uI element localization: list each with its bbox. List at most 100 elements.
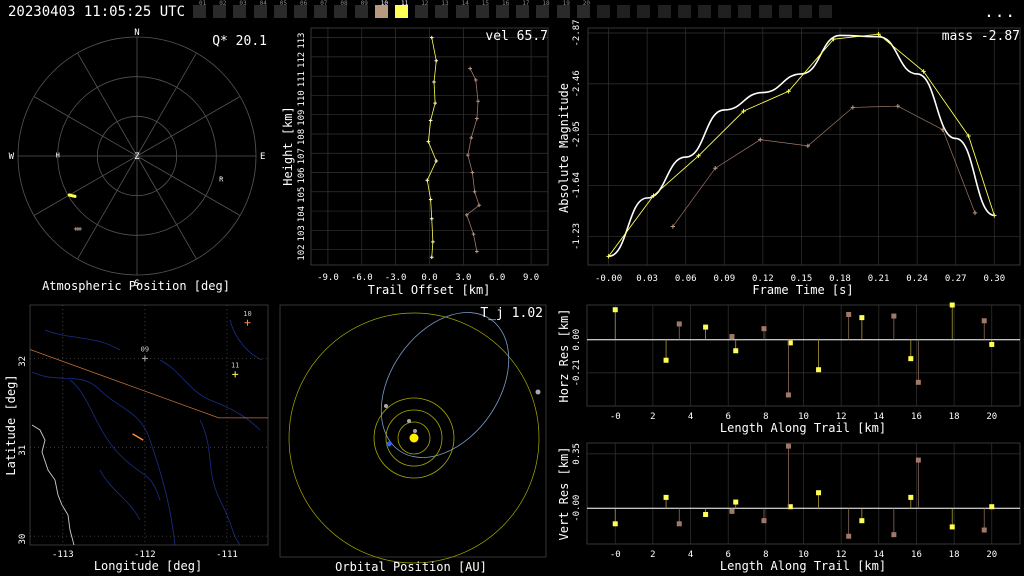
magnitude-point [651,193,656,198]
camera-06[interactable]: 06 [294,0,307,18]
y-tick-label: 112 [297,52,307,68]
camera-10[interactable]: 10 [374,0,388,18]
camera-empty[interactable] [597,5,610,18]
camera-04[interactable]: 04 [253,0,267,18]
y-tick-label: -2.05 [572,121,582,148]
magnitude-point [805,143,811,149]
x-tick-label: 18 [949,412,960,422]
residual-point [891,532,897,538]
x-tick-label: -111 [216,550,238,560]
planet [407,419,411,423]
camera-13[interactable]: 13 [435,0,449,18]
camera-09[interactable]: 09 [354,0,368,18]
trail-point [425,178,430,183]
river [99,469,141,521]
trail-point [434,159,439,163]
magnitude-point [992,213,997,218]
camera-empty[interactable] [657,5,671,18]
map-frame [29,304,269,546]
tisserand-value: T_j 1.02 [480,306,543,321]
camera-02[interactable]: 02 [213,0,226,18]
residual-point [663,494,669,500]
station-marker: H [56,152,60,160]
camera-empty[interactable] [617,5,631,18]
direction-zenith: Z [134,152,140,162]
camera-empty[interactable] [677,5,691,18]
camera-08[interactable]: 08 [334,0,348,18]
camera-empty[interactable] [819,5,833,18]
camera-empty[interactable] [637,5,651,18]
camera-empty[interactable] [758,5,772,18]
station-label: 10 [243,310,251,318]
x-tick-label: 14 [873,412,884,422]
vertical-residuals-chart: -0 2 4 6 8 10 12 14 16 18 20 -0.00 0.35 Length Along … [557,442,1021,573]
camera-id-label: 11 [401,0,409,7]
more-menu-button[interactable]: ... [984,2,1016,21]
camera-12[interactable]: 12 [415,0,428,18]
camera-empty[interactable] [698,5,711,18]
y-tick-label: 113 [297,33,307,49]
y-tick-label: 107 [297,148,307,164]
camera-19[interactable]: 19 [556,0,570,18]
camera-id-label: 01 [199,0,207,7]
camera-14[interactable]: 14 [455,0,469,18]
camera-id-label: 07 [320,0,328,7]
x-tick-label: 2 [650,550,655,560]
magnitude-line [672,105,976,227]
x-tick-label: 0.03 [636,274,658,284]
camera-16[interactable]: 16 [496,0,509,18]
planet [535,389,541,395]
residual-point [729,334,735,340]
trail-line [426,37,437,258]
magnitude-point [606,254,611,259]
camera-17[interactable]: 17 [516,0,529,18]
trail-point [434,58,439,63]
x-tick-label: 0.18 [829,274,851,284]
y-tick-label: -2.46 [572,70,582,97]
camera-07[interactable]: 07 [314,0,327,18]
camera-id-label: 06 [300,0,308,7]
residual-point [787,504,793,510]
y-tick-label: 0.35 [572,443,582,465]
residual-point [859,315,865,321]
camera-empty[interactable] [799,5,812,18]
magnitude-point [876,32,881,37]
residual-point [703,324,709,330]
river [31,371,176,546]
camera-03[interactable]: 03 [233,0,247,18]
camera-11[interactable]: 11 [395,0,408,18]
magnitude-point [966,133,971,139]
orbital-position-label: Orbital Position [AU] [335,560,487,574]
polar-spoke [77,155,138,260]
ground-track-map: -113 -112 -111 30 31 32 09 10 11 Longitude [deg] L… [4,304,269,573]
camera-18[interactable]: 18 [536,0,550,18]
trail-offset-label: Trail Offset [km] [368,283,491,297]
station-marker [232,371,239,378]
residual-point [989,504,995,510]
trail-offset-chart: -9.0 -6.0 -3.0 0.0 3.0 6.0 9.0 102 103 104 105 106 1… [281,27,549,297]
timestamp: 20230403 11:05:25 UTC [8,4,186,20]
residual-point [859,518,865,524]
x-tick-label: 4 [688,550,693,560]
longitude-label: Longitude [deg] [94,559,202,573]
camera-id-label: 17 [522,0,530,7]
magnitude-point [895,103,901,109]
trail-line [466,68,480,252]
camera-01[interactable]: 01 [193,0,206,18]
y-tick-label: 108 [297,129,307,145]
camera-05[interactable]: 05 [273,0,287,18]
camera-empty[interactable] [718,5,732,18]
camera-empty[interactable] [738,5,752,18]
camera-20[interactable]: 20 [576,0,590,18]
x-tick-label: 0.0 [421,273,437,283]
camera-15[interactable]: 15 [475,0,489,18]
magnitude-point [972,210,978,216]
camera-empty[interactable] [778,5,792,18]
trail-point [433,101,437,105]
residual-point [908,494,914,500]
x-tick-label: 0.21 [868,274,890,284]
trail-point [473,78,478,82]
direction-north: N [134,28,139,38]
y-tick-label: -0.21 [572,359,582,386]
x-tick-label: 4 [688,412,693,422]
